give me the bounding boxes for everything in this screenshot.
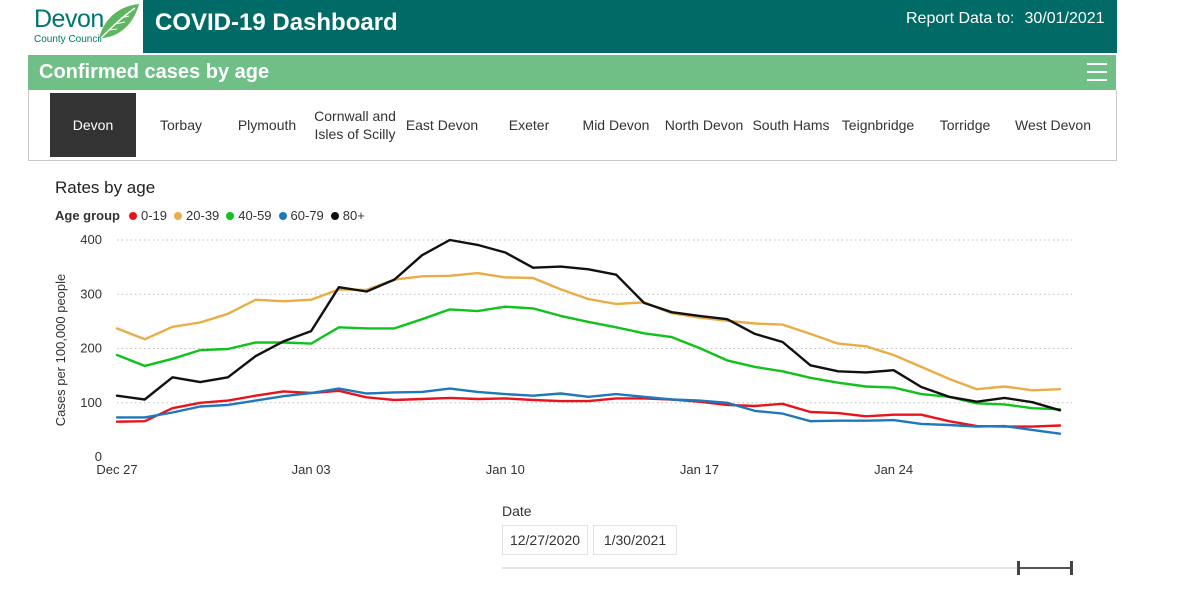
series-line-40-59[interactable]	[115, 305, 1062, 411]
x-tick-label: Jan 03	[292, 462, 331, 477]
tab-devon[interactable]: Devon	[50, 93, 136, 157]
section-banner: Confirmed cases by age	[28, 55, 1116, 90]
report-date: 30/01/2021	[1024, 10, 1105, 27]
date-slider-end-handle[interactable]	[1070, 561, 1073, 575]
legend-label: 60-79	[290, 208, 324, 223]
line-chart: Cases per 100,000 people 0 100 200 300 400 D…	[53, 232, 1072, 477]
date-slider-start-handle[interactable]	[1017, 561, 1020, 575]
report-label: Report Data to:	[906, 10, 1015, 27]
x-tick-label: Jan 10	[486, 462, 525, 477]
start-date-input[interactable]: 12/27/2020	[502, 525, 588, 555]
logo: Devon County Council	[0, 0, 143, 53]
legend-item-80-plus[interactable]: 80+	[330, 208, 365, 223]
series-line-20-39[interactable]	[115, 271, 1062, 392]
page-title: COVID-19 Dashboard	[155, 9, 398, 36]
x-tick-label: Dec 27	[96, 462, 137, 477]
legend-item-40-59[interactable]: 40-59	[226, 208, 272, 223]
legend-item-0-19[interactable]: 0-19	[129, 208, 167, 223]
legend-dot	[278, 211, 287, 220]
legend-title: Age group	[55, 208, 120, 223]
y-tick-label: 200	[80, 341, 102, 356]
series-line-60-79[interactable]	[115, 387, 1062, 435]
y-tick-label: 400	[80, 232, 102, 247]
district-tabs: Devon Torbay Plymouth Cornwall and Isles…	[28, 90, 1117, 161]
legend-item-20-39[interactable]: 20-39	[174, 208, 219, 223]
tab-torbay[interactable]: Torbay	[159, 117, 203, 133]
y-tick-label: 0	[95, 449, 102, 464]
tab-north-devon[interactable]: North Devon	[664, 117, 744, 133]
y-tick-label: 300	[80, 286, 102, 301]
header-bar: Devon County Council COVID-19 Dashboard …	[0, 0, 1117, 53]
logo-name: Devon	[34, 5, 104, 33]
chart-legend: Age group 0-19 20-39 40-59 60-79 80+	[55, 208, 372, 223]
series-line-80-plus[interactable]	[115, 238, 1062, 412]
legend-label: 80+	[342, 208, 365, 223]
report-date-info: Report Data to: 30/01/2021	[906, 10, 1105, 28]
tab-east-devon[interactable]: East Devon	[405, 117, 479, 133]
hamburger-menu-icon[interactable]	[1087, 62, 1107, 83]
x-tick-label: Jan 17	[680, 462, 719, 477]
tab-exeter[interactable]: Exeter	[508, 117, 550, 133]
tab-torridge[interactable]: Torridge	[939, 117, 991, 133]
tab-south-hams[interactable]: South Hams	[752, 117, 830, 133]
tab-teignbridge[interactable]: Teignbridge	[841, 117, 915, 133]
date-slider-range	[1019, 567, 1072, 569]
end-date-input[interactable]: 1/30/2021	[593, 525, 677, 555]
logo-subtitle: County Council	[34, 34, 102, 45]
date-slider-track[interactable]	[502, 567, 1072, 569]
tab-mid-devon[interactable]: Mid Devon	[582, 117, 650, 133]
chart-title: Rates by age	[55, 178, 156, 197]
legend-label: 40-59	[238, 208, 272, 223]
y-tick-label: 100	[80, 395, 102, 410]
legend-dot	[330, 211, 339, 220]
leaf-icon	[99, 4, 139, 39]
legend-item-60-79[interactable]: 60-79	[278, 208, 324, 223]
date-slicer-label: Date	[502, 503, 532, 519]
legend-dot	[174, 211, 183, 220]
y-axis-label: Cases per 100,000 people	[53, 274, 68, 427]
legend-label: 20-39	[186, 208, 220, 223]
x-tick-label: Jan 24	[874, 462, 913, 477]
legend-dot	[226, 211, 235, 220]
legend-label: 0-19	[141, 208, 168, 223]
legend-dot	[129, 211, 137, 220]
section-title: Confirmed cases by age	[39, 61, 270, 83]
tab-plymouth[interactable]: Plymouth	[237, 117, 297, 133]
series-line-0-19[interactable]	[115, 389, 1062, 428]
tab-west-devon[interactable]: West Devon	[1015, 117, 1091, 133]
tab-cornwall[interactable]: Cornwall and Isles of Scilly	[314, 108, 396, 142]
